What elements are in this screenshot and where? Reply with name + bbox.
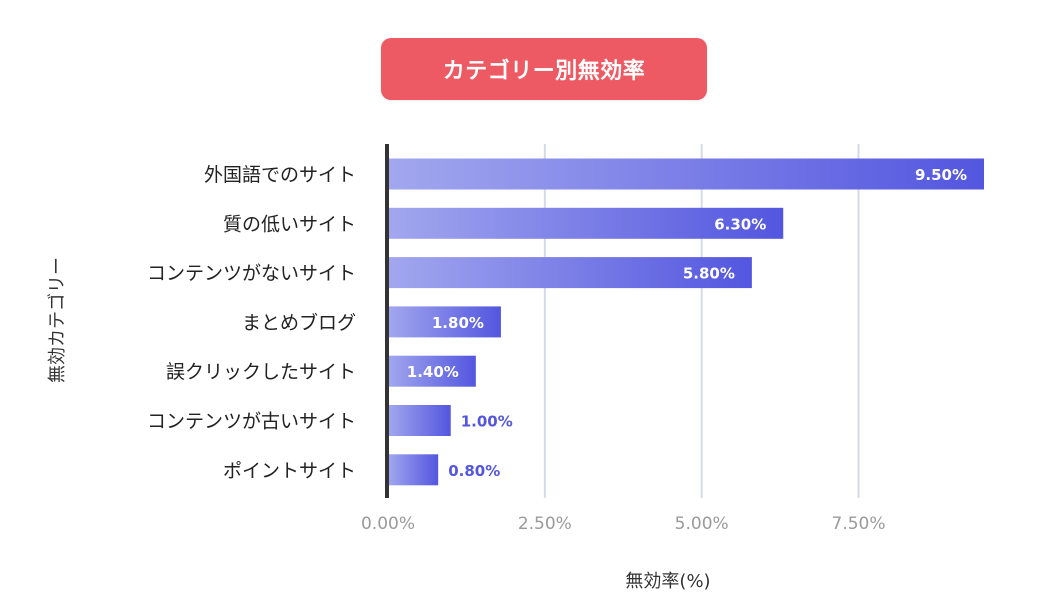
data-label: 1.80%	[432, 314, 484, 332]
bar	[388, 207, 784, 239]
bar	[388, 158, 984, 190]
category-label: 外国語でのサイト	[204, 164, 356, 186]
data-label: 1.40%	[407, 363, 459, 381]
x-axis-title: 無効率(%)	[625, 571, 710, 592]
data-label: 9.50%	[915, 166, 967, 184]
category-label: 誤クリックしたサイト	[166, 361, 356, 383]
category-label: コンテンツがないサイト	[147, 263, 356, 285]
data-label: 1.00%	[461, 413, 513, 431]
category-label: まとめブログ	[242, 311, 356, 334]
y-axis-title: 無効カテゴリー	[47, 257, 68, 383]
bar	[388, 454, 439, 486]
data-label: 5.80%	[683, 265, 735, 283]
chart-title: カテゴリー別無効率	[381, 38, 707, 100]
data-label: 0.80%	[448, 462, 500, 480]
category-label: ポイントサイト	[223, 460, 356, 482]
category-labels: 外国語でのサイト質の低いサイトコンテンツがないサイトまとめブログ誤クリックしたサ…	[147, 164, 356, 482]
x-tick-label: 0.00%	[361, 514, 415, 534]
bar	[388, 257, 752, 289]
bar	[388, 405, 451, 436]
x-tick-label: 7.50%	[832, 514, 886, 534]
data-label: 6.30%	[714, 215, 766, 233]
bar	[388, 355, 476, 387]
bar	[388, 306, 501, 338]
grid-lines	[543, 144, 860, 498]
x-tick-labels: 0.00% 2.50% 5.00% 7.50%	[361, 514, 886, 534]
category-label: コンテンツが古いサイト	[147, 411, 356, 433]
category-label: 質の低いサイト	[223, 213, 356, 235]
data-labels: 9.50% 6.30% 5.80% 1.80% 1.40% 1.00% 0.80%	[407, 166, 967, 480]
bars	[388, 158, 984, 486]
x-tick-label: 5.00%	[675, 514, 729, 534]
x-tick-label: 2.50%	[518, 514, 572, 534]
